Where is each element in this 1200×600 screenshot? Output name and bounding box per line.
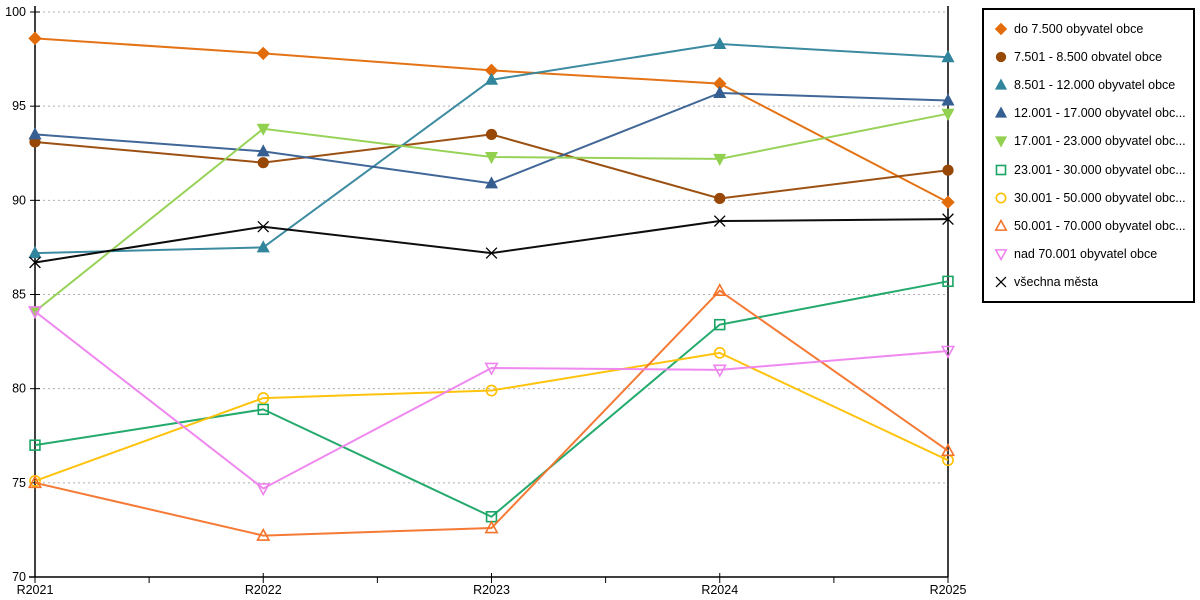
y-tick-label: 70 bbox=[12, 570, 26, 584]
legend-item: nad 70.001 obyvatel obce bbox=[993, 246, 1189, 262]
legend-item-label: 17.001 - 23.000 obyvatel obc... bbox=[1014, 134, 1186, 149]
legend-item-label: 12.001 - 17.000 obyvatel obc... bbox=[1014, 106, 1186, 121]
x-tick-label: R2023 bbox=[473, 583, 510, 597]
x-tick-label: R2021 bbox=[17, 583, 54, 597]
legend-item: 17.001 - 23.000 obyvatel obc... bbox=[993, 133, 1189, 149]
y-tick-label: 85 bbox=[12, 288, 26, 302]
legend-item-label: 7.501 - 8.500 obvatel obce bbox=[1014, 50, 1163, 65]
legend-item: 50.001 - 70.000 obyvatel obc... bbox=[993, 218, 1189, 234]
y-tick-label: 75 bbox=[12, 476, 26, 490]
legend-item: 23.001 - 30.000 obyvatel obc... bbox=[993, 162, 1189, 178]
legend-item-label: 23.001 - 30.000 obyvatel obc... bbox=[1014, 162, 1186, 177]
legend-item: do 7.500 obyvatel obce bbox=[993, 21, 1189, 37]
triangle-down-marker-icon bbox=[993, 133, 1009, 149]
triangle-up-marker-icon bbox=[993, 77, 1009, 93]
x-tick-label: R2022 bbox=[245, 583, 282, 597]
series-line-5 bbox=[29, 275, 954, 523]
series-line-0 bbox=[28, 31, 955, 209]
y-tick-label: 90 bbox=[12, 193, 26, 207]
x-tick-label: R2024 bbox=[701, 583, 738, 597]
circle-outline-marker-icon bbox=[993, 190, 1009, 206]
series-line-9 bbox=[29, 213, 954, 269]
legend-item-label: 30.001 - 50.000 obyvatel obc... bbox=[1014, 190, 1186, 205]
series-line-2 bbox=[28, 36, 955, 259]
legend: do 7.500 obyvatel obce 7.501 - 8.500 obv… bbox=[982, 8, 1195, 303]
series-line-6 bbox=[29, 346, 954, 487]
axes: 70 75 80 85 90 95 100 R2021 R2022 R2023 R2024 R2025 bbox=[5, 5, 966, 597]
legend-item: 30.001 - 50.000 obyvatel obc... bbox=[993, 190, 1189, 206]
legend-item: 12.001 - 17.000 obyvatel obc... bbox=[993, 105, 1189, 121]
triangle-down-outline-marker-icon bbox=[993, 246, 1009, 262]
series-line-7 bbox=[27, 283, 956, 541]
x-marker-icon bbox=[993, 274, 1009, 290]
legend-item: 7.501 - 8.500 obvatel obce bbox=[993, 49, 1189, 65]
x-tick-label: R2025 bbox=[930, 583, 967, 597]
y-tick-label: 100 bbox=[5, 5, 26, 19]
legend-item-label: 50.001 - 70.000 obyvatel obc... bbox=[1014, 218, 1186, 233]
legend-item: 8.501 - 12.000 obyvatel obce bbox=[993, 77, 1189, 93]
series-line-4 bbox=[28, 108, 955, 319]
diamond-marker-icon bbox=[993, 21, 1009, 37]
legend-item-label: všechna města bbox=[1014, 274, 1099, 289]
y-tick-label: 80 bbox=[12, 382, 26, 396]
legend-item-label: nad 70.001 obyvatel obce bbox=[1014, 246, 1158, 261]
plot-area: 70 75 80 85 90 95 100 R2021 R2022 R2023 R2024 R2025 bbox=[5, 5, 966, 597]
series-line-8 bbox=[27, 306, 956, 497]
legend-item: všechna města bbox=[993, 274, 1189, 290]
legend-item-label: 8.501 - 12.000 obyvatel obce bbox=[1014, 78, 1176, 93]
series-line-3 bbox=[28, 85, 955, 189]
square-marker-icon bbox=[993, 162, 1009, 178]
triangle-up-outline-marker-icon bbox=[993, 218, 1009, 234]
legend-item-label: do 7.500 obyvatel obce bbox=[1014, 22, 1144, 36]
series-line-1 bbox=[29, 128, 954, 205]
circle-marker-icon bbox=[993, 49, 1009, 65]
triangle-up-marker-icon bbox=[993, 105, 1009, 121]
y-tick-label: 95 bbox=[12, 99, 26, 113]
